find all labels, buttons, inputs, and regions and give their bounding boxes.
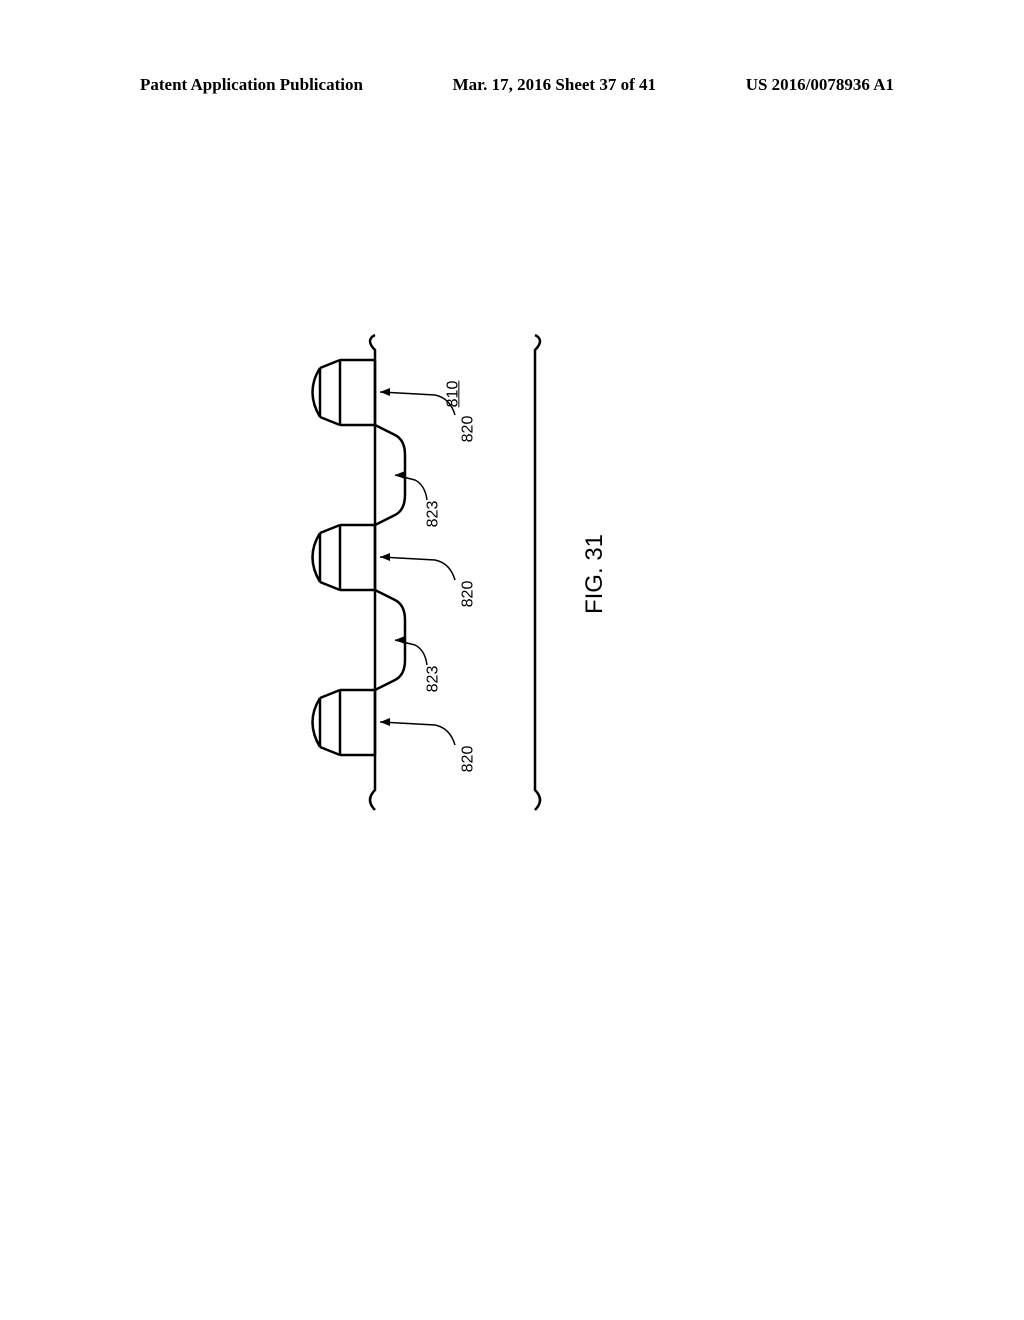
header-date-sheet: Mar. 17, 2016 Sheet 37 of 41 <box>453 75 656 95</box>
header-publication: Patent Application Publication <box>140 75 363 95</box>
gate-structure-3 <box>313 690 376 755</box>
figure-caption: FIG. 31 <box>581 534 609 614</box>
patent-figure: FIG. 31 810 820 823 820 823 820 <box>295 320 745 820</box>
page-header: Patent Application Publication Mar. 17, … <box>0 75 1024 95</box>
ref-820-2: 820 <box>459 581 477 608</box>
ref-820-3: 820 <box>459 746 477 773</box>
gate-structure-1 <box>313 360 376 425</box>
ref-820-1: 820 <box>459 416 477 443</box>
ref-823-1: 823 <box>424 501 442 528</box>
gate-structure-2 <box>313 525 376 590</box>
ref-substrate: 810 <box>444 381 462 408</box>
header-patent-number: US 2016/0078936 A1 <box>746 75 894 95</box>
ref-823-2: 823 <box>424 666 442 693</box>
figure-svg <box>295 320 745 820</box>
